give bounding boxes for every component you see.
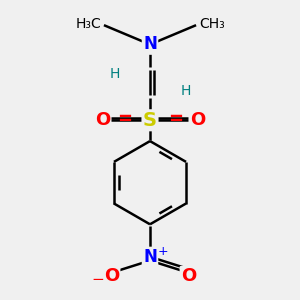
Text: CH₃: CH₃ bbox=[199, 17, 225, 31]
Text: +: + bbox=[158, 244, 169, 258]
Text: H: H bbox=[181, 84, 191, 98]
Text: S: S bbox=[143, 111, 157, 130]
Text: N: N bbox=[143, 35, 157, 53]
Text: O: O bbox=[95, 111, 110, 129]
Text: O: O bbox=[190, 111, 205, 129]
Text: N: N bbox=[143, 248, 157, 266]
Text: =: = bbox=[117, 110, 132, 128]
Text: =: = bbox=[168, 110, 183, 128]
Text: O: O bbox=[104, 267, 119, 285]
Text: H: H bbox=[109, 67, 119, 81]
Text: H₃C: H₃C bbox=[75, 17, 101, 31]
Text: O: O bbox=[181, 267, 196, 285]
Text: −: − bbox=[92, 272, 104, 287]
